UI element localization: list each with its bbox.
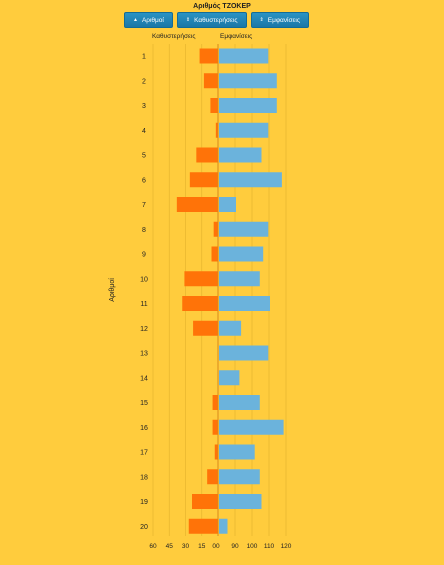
y-axis-label: Αριθμοί bbox=[108, 278, 116, 302]
sort-up-icon: ▲ bbox=[133, 17, 138, 23]
appearance-bar bbox=[219, 419, 284, 435]
category-label: 20 bbox=[140, 524, 148, 531]
appearance-bar bbox=[219, 345, 269, 361]
appearance-bar bbox=[219, 494, 262, 509]
delay-bar bbox=[184, 271, 218, 287]
appearance-bar bbox=[219, 221, 269, 237]
x-tick-label: 00 bbox=[212, 543, 220, 550]
category-label: 18 bbox=[140, 474, 148, 481]
delay-bar bbox=[182, 296, 218, 311]
delay-bar bbox=[215, 122, 218, 138]
delay-bar bbox=[207, 469, 218, 485]
category-label: 16 bbox=[140, 425, 148, 432]
appearance-bar bbox=[219, 73, 277, 89]
delay-bar bbox=[214, 444, 218, 460]
appearance-bar bbox=[219, 296, 270, 311]
appearance-bar bbox=[219, 172, 282, 188]
sort-by-delays-button[interactable]: ⇕ Καθυστερήσεις bbox=[176, 12, 247, 28]
appearance-bar bbox=[219, 122, 269, 138]
appearance-bar bbox=[219, 395, 260, 410]
delay-bar bbox=[212, 419, 218, 435]
x-tick-label: 110 bbox=[264, 543, 275, 550]
x-tick-label: 30 bbox=[182, 543, 190, 550]
category-label: 15 bbox=[140, 400, 148, 407]
appearance-bar bbox=[219, 444, 255, 460]
category-label: 6 bbox=[142, 177, 146, 184]
category-label: 7 bbox=[142, 202, 146, 209]
delay-bar bbox=[213, 221, 218, 237]
appearance-bar bbox=[219, 147, 262, 163]
category-label: 10 bbox=[140, 276, 148, 283]
delay-bar bbox=[176, 197, 218, 212]
series-label-appearances: Εμφανίσεις bbox=[220, 32, 252, 40]
appearance-bar bbox=[219, 518, 228, 534]
x-tick-label: 120 bbox=[281, 543, 292, 550]
category-label: 17 bbox=[140, 450, 148, 457]
delay-bar bbox=[210, 98, 218, 113]
x-tick-label: 60 bbox=[149, 543, 157, 550]
category-label: 14 bbox=[140, 375, 148, 382]
series-label-delays: Καθυστερήσεις bbox=[152, 33, 195, 40]
delay-bar bbox=[199, 48, 218, 64]
category-label: 9 bbox=[142, 252, 146, 259]
x-tick-label: 100 bbox=[247, 543, 258, 550]
appearance-bar bbox=[219, 320, 242, 336]
sort-by-appearances-label: Εμφανίσεις bbox=[267, 16, 300, 24]
sort-by-number-label: Αριθμοί bbox=[141, 16, 164, 24]
appearance-bar bbox=[219, 98, 277, 113]
x-tick-label: 15 bbox=[198, 543, 206, 550]
appearance-bar bbox=[219, 197, 236, 212]
delay-bar bbox=[189, 172, 218, 188]
category-label: 12 bbox=[140, 326, 148, 333]
category-label: 4 bbox=[142, 128, 146, 135]
appearance-bar bbox=[219, 48, 269, 64]
delay-bar bbox=[196, 147, 218, 163]
delay-bar bbox=[212, 395, 218, 410]
sort-by-number-button[interactable]: ▲ Αριθμοί bbox=[124, 12, 173, 28]
sort-by-appearances-button[interactable]: ⇕ Εμφανίσεις bbox=[250, 12, 309, 28]
category-label: 13 bbox=[140, 351, 148, 358]
category-label: 2 bbox=[142, 78, 146, 85]
x-tick-label: 45 bbox=[166, 543, 174, 550]
sort-buttons: ▲ Αριθμοί ⇕ Καθυστερήσεις ⇕ Εμφανίσεις bbox=[124, 12, 309, 28]
appearance-bar bbox=[219, 246, 264, 262]
appearance-bar bbox=[219, 271, 260, 287]
appearance-bar bbox=[219, 469, 260, 485]
x-tick-label: 90 bbox=[231, 543, 239, 550]
sort-toggle-icon: ⇕ bbox=[259, 17, 264, 23]
category-label: 5 bbox=[142, 153, 146, 160]
appearance-bar bbox=[219, 370, 240, 386]
category-label: 3 bbox=[142, 103, 146, 110]
chart-title: Αριθμός ΤΖΟΚΕΡ bbox=[193, 3, 251, 10]
sort-toggle-icon: ⇕ bbox=[185, 17, 191, 23]
delay-bar bbox=[203, 73, 218, 89]
delay-bar bbox=[193, 320, 218, 336]
category-label: 1 bbox=[142, 54, 146, 61]
category-label: 11 bbox=[140, 301, 147, 308]
category-label: 19 bbox=[140, 499, 148, 506]
category-label: 8 bbox=[142, 227, 146, 234]
sort-by-delays-label: Καθυστερήσεις bbox=[194, 16, 238, 24]
delay-bar bbox=[188, 518, 218, 534]
delay-bar bbox=[192, 494, 218, 509]
delay-bar bbox=[211, 246, 218, 262]
